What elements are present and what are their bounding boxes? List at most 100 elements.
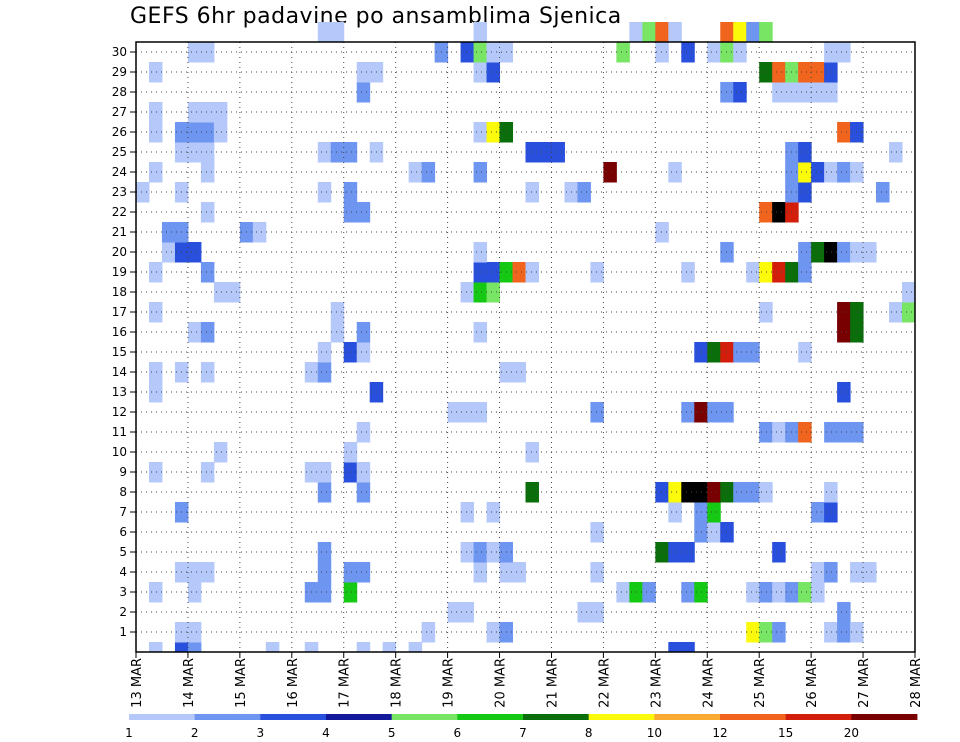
heatmap-cell bbox=[759, 582, 773, 603]
heatmap-cell bbox=[772, 202, 786, 223]
heatmap-cell bbox=[213, 122, 228, 143]
x-tick-label: 22 MAR bbox=[597, 658, 612, 708]
y-tick-label: 3 bbox=[119, 585, 127, 599]
y-tick-label: 23 bbox=[112, 185, 127, 199]
heatmap-cell bbox=[746, 622, 760, 643]
heatmap-cell bbox=[356, 422, 371, 443]
heatmap-cell bbox=[187, 42, 202, 63]
y-tick-label: 5 bbox=[119, 545, 127, 559]
heatmap-cell bbox=[317, 342, 332, 363]
y-tick-label: 27 bbox=[112, 105, 127, 119]
x-tick-label: 15 MAR bbox=[234, 658, 249, 708]
heatmap-cell bbox=[746, 22, 760, 43]
heatmap-cell bbox=[772, 422, 786, 443]
colorbar-swatch bbox=[588, 714, 655, 720]
heatmap-cell bbox=[824, 242, 838, 263]
heatmap-cell bbox=[759, 62, 773, 83]
heatmap-cell bbox=[707, 342, 721, 363]
heatmap-cell bbox=[746, 342, 760, 363]
heatmap-cell bbox=[356, 322, 371, 343]
heatmap-cell bbox=[200, 262, 215, 283]
heatmap-cell bbox=[837, 382, 851, 403]
heatmap-cell bbox=[473, 62, 488, 83]
y-tick-label: 19 bbox=[112, 265, 127, 279]
heatmap-cell bbox=[330, 322, 345, 343]
y-tick-label: 30 bbox=[112, 45, 127, 59]
heatmap-cell bbox=[200, 142, 215, 163]
colorbar-label: 5 bbox=[388, 726, 396, 740]
heatmap-cell bbox=[798, 182, 812, 203]
heatmap-cell bbox=[148, 582, 163, 603]
heatmap-cell bbox=[824, 482, 838, 503]
heatmap-cell bbox=[148, 382, 163, 403]
heatmap-cell bbox=[889, 142, 903, 163]
heatmap-cell bbox=[473, 42, 488, 63]
heatmap-cell bbox=[616, 582, 630, 603]
colorbar-swatch bbox=[391, 714, 458, 720]
heatmap-cell bbox=[590, 562, 604, 583]
heatmap-cell bbox=[486, 502, 501, 523]
x-tick-label: 28 MAR bbox=[909, 658, 924, 708]
heatmap-cell bbox=[759, 202, 773, 223]
heatmap-cell bbox=[798, 142, 812, 163]
heatmap-cell bbox=[330, 302, 345, 323]
heatmap-cell bbox=[798, 82, 812, 103]
heatmap-cell bbox=[343, 182, 358, 203]
heatmap-cell bbox=[187, 122, 202, 143]
heatmap-cell bbox=[447, 402, 462, 423]
heatmap-cell bbox=[681, 582, 695, 603]
heatmap-cell bbox=[252, 222, 267, 243]
heatmap-cell bbox=[486, 542, 501, 563]
heatmap-cell bbox=[707, 502, 721, 523]
heatmap-cell bbox=[707, 402, 721, 423]
heatmap-cell bbox=[655, 222, 669, 243]
heatmap-cell bbox=[473, 322, 488, 343]
heatmap-cell bbox=[213, 102, 228, 123]
x-tick-label: 27 MAR bbox=[857, 658, 872, 708]
heatmap-cell bbox=[343, 462, 358, 483]
heatmap-cell bbox=[200, 122, 215, 143]
heatmap-cell bbox=[187, 562, 202, 583]
y-tick-label: 12 bbox=[112, 405, 127, 419]
heatmap-cell bbox=[759, 262, 773, 283]
y-tick-label: 6 bbox=[119, 525, 127, 539]
heatmap-cell bbox=[811, 82, 825, 103]
heatmap-cell bbox=[200, 562, 215, 583]
heatmap-cell bbox=[837, 302, 851, 323]
heatmap-cell bbox=[148, 302, 163, 323]
colorbar-swatch bbox=[851, 714, 918, 720]
heatmap-cell bbox=[356, 642, 371, 653]
heatmap-cell bbox=[824, 422, 838, 443]
heatmap-cell bbox=[136, 182, 150, 203]
heatmap-cell bbox=[876, 182, 890, 203]
heatmap-cell bbox=[707, 482, 721, 503]
y-tick-label: 29 bbox=[112, 65, 127, 79]
heatmap-cell bbox=[304, 642, 319, 653]
x-tick-label: 18 MAR bbox=[390, 658, 405, 708]
heatmap-cell bbox=[200, 322, 215, 343]
heatmap-cell bbox=[811, 62, 825, 83]
x-tick-label: 25 MAR bbox=[753, 658, 768, 708]
heatmap-cell bbox=[265, 642, 280, 653]
heatmap-cell bbox=[343, 342, 358, 363]
y-tick-label: 2 bbox=[119, 605, 127, 619]
heatmap-cell bbox=[200, 42, 215, 63]
heatmap-cell bbox=[837, 422, 851, 443]
heatmap-cell bbox=[902, 282, 916, 303]
y-tick-label: 17 bbox=[112, 305, 127, 319]
heatmap-cell bbox=[486, 62, 501, 83]
heatmap-cell bbox=[655, 22, 669, 43]
heatmap-cell bbox=[356, 482, 371, 503]
heatmap-cell bbox=[473, 402, 488, 423]
heatmap-cell bbox=[655, 482, 669, 503]
heatmap-cell bbox=[733, 22, 747, 43]
heatmap-cell bbox=[317, 22, 332, 43]
heatmap-cell bbox=[343, 582, 358, 603]
colorbar-swatch bbox=[260, 714, 327, 720]
heatmap-cell bbox=[473, 262, 488, 283]
heatmap-cell bbox=[525, 142, 539, 163]
heatmap-cell bbox=[811, 502, 825, 523]
heatmap-cell bbox=[733, 42, 747, 63]
heatmap-cell bbox=[161, 242, 176, 263]
heatmap-cell bbox=[707, 42, 721, 63]
